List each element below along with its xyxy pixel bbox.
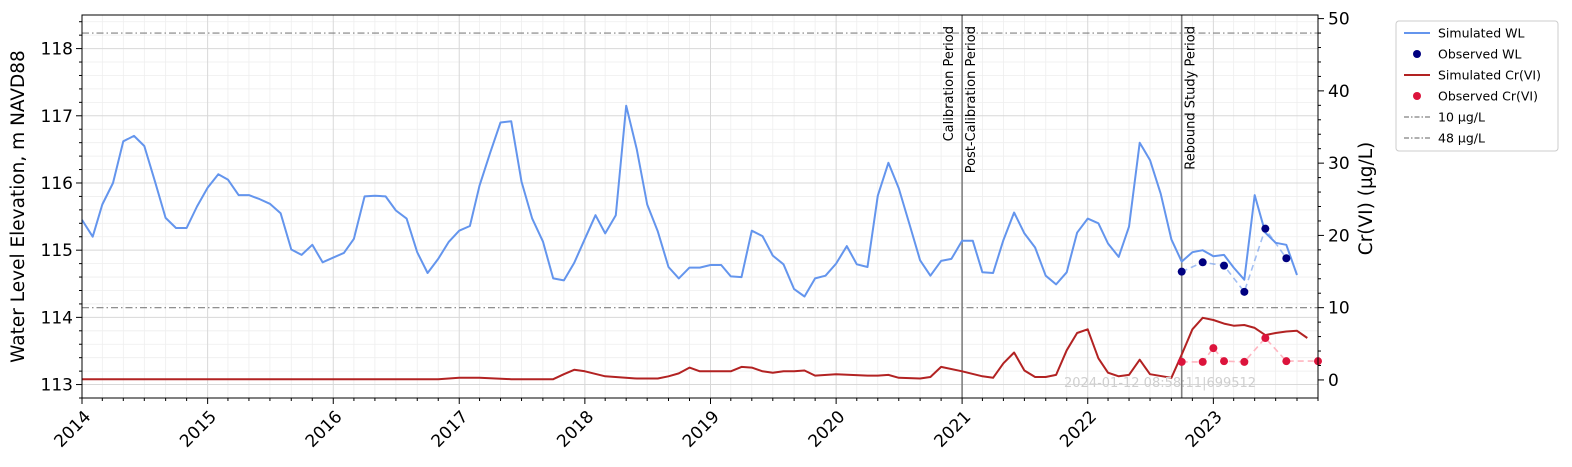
x-tick-label: 2023 <box>1182 407 1227 452</box>
observed-crvi-point <box>1261 334 1270 343</box>
observed-crvi-point <box>1220 357 1229 366</box>
x-tick-label: 2017 <box>428 407 473 452</box>
major-grid <box>81 15 1318 398</box>
series-layer <box>81 104 1322 381</box>
period-label: Calibration Period <box>942 26 957 141</box>
observed-crvi-point <box>1198 357 1207 366</box>
y-right-tick-label: 40 <box>1328 82 1350 102</box>
legend-label: Simulated Cr(VI) <box>1438 68 1541 83</box>
legend-observed-crvi-swatch <box>1413 92 1421 100</box>
period-label: Rebound Study Period <box>1184 26 1199 170</box>
legend-box <box>1395 20 1559 152</box>
y-left-tick-label: 118 <box>41 40 73 60</box>
watermark-text: 2024-01-12 08:58:11|699512 <box>1064 376 1256 391</box>
y-right-tick-label: 0 <box>1328 371 1339 391</box>
plot-frame <box>81 14 1319 399</box>
observed-wl-point <box>1220 261 1229 270</box>
observed-wl-point <box>1177 267 1186 276</box>
legend-label: Observed WL <box>1438 47 1521 62</box>
reference-lines <box>82 32 1318 309</box>
y-left-tick-label: 113 <box>41 376 73 396</box>
observed-crvi-point <box>1240 357 1249 366</box>
x-tick-label: 2015 <box>176 407 221 452</box>
x-tick-label: 2020 <box>805 407 850 452</box>
period-lines: Calibration Period Post-Calibration Perio… <box>942 15 1199 398</box>
y-right-axis-label: Cr(VI) (µg/L) <box>1356 142 1377 255</box>
x-tick-label: 2019 <box>679 407 724 452</box>
observed-crvi-point <box>1209 344 1218 353</box>
legend-observed-wl-swatch <box>1413 50 1421 58</box>
y-right-tick-label: 20 <box>1328 226 1350 246</box>
observed-crvi-point <box>1282 357 1291 366</box>
legend-label: Simulated WL <box>1438 26 1524 41</box>
y-left-axis-label: Water Level Elevation, m NAVD88 <box>8 50 29 363</box>
y-right-tick-label: 50 <box>1328 10 1350 30</box>
minor-grid <box>82 15 1319 399</box>
legend: Simulated WL Observed WL Simulated Cr(VI) O… <box>1395 20 1559 152</box>
y-left-tick-label: 115 <box>41 241 73 261</box>
period-label: Post-Calibration Period <box>964 26 979 173</box>
observed-wl-point <box>1282 254 1291 263</box>
legend-label: 48 µg/L <box>1438 131 1485 146</box>
legend-label: Observed Cr(VI) <box>1438 89 1538 104</box>
observed-crvi-point <box>1177 357 1186 366</box>
observed-wl-connector <box>1181 227 1287 293</box>
simulated-crvi-line <box>82 316 1308 381</box>
y-left-tick-label: 114 <box>41 308 73 328</box>
y-right-tick-label: 30 <box>1328 154 1350 174</box>
observed-wl-point <box>1240 287 1249 296</box>
observed-wl-point <box>1261 224 1270 233</box>
observed-wl-point <box>1198 258 1207 267</box>
x-tick-label: 2018 <box>553 407 598 452</box>
x-tick-label: 2021 <box>931 407 976 452</box>
simulated-wl-line <box>81 104 1298 298</box>
y-right-tick-label: 10 <box>1328 299 1350 319</box>
legend-label: 10 µg/L <box>1438 110 1485 125</box>
y-left-tick-label: 116 <box>41 174 73 194</box>
y-left-tick-label: 117 <box>41 107 73 127</box>
x-tick-label: 2016 <box>302 407 347 452</box>
x-tick-label: 2022 <box>1056 407 1101 452</box>
x-tick-label: 2014 <box>50 407 95 452</box>
